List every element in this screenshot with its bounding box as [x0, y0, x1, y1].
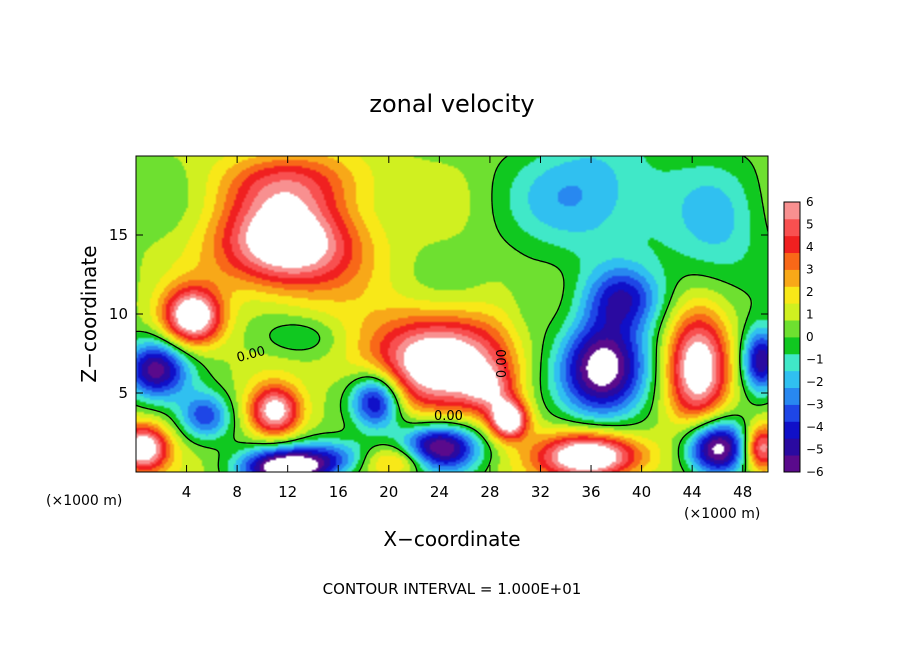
contour-label-2: 0.00 [434, 409, 463, 424]
colorbar-label-9: −3 [806, 398, 824, 412]
colorbar-swatch-7 [784, 337, 800, 355]
x-tick-label-32: 32 [531, 483, 550, 501]
colorbar-label-7: −1 [806, 353, 824, 367]
colorbar-swatch-14 [784, 218, 800, 237]
zero-contour-line [136, 156, 768, 472]
colorbar-label-12: −6 [806, 465, 824, 479]
colorbar-label-5: 1 [806, 308, 814, 322]
zero-contours [136, 156, 768, 472]
colorbar-swatch-9 [784, 303, 800, 321]
x-tick-label-40: 40 [632, 483, 651, 501]
contour-label-1: 0.00 [235, 344, 267, 366]
colorbar-swatch-0 [784, 455, 800, 473]
colorbar-swatch-6 [784, 353, 800, 372]
x-tick-label-24: 24 [430, 483, 449, 501]
colorbar-swatch-15 [784, 202, 800, 220]
x-tick-label-28: 28 [480, 483, 499, 501]
colorbar-swatch-12 [784, 252, 800, 270]
y-axis: 5 10 15 [109, 226, 768, 402]
chart-title: zonal velocity [369, 90, 534, 118]
contour-interval-note: CONTOUR INTERVAL = 1.000E+01 [323, 580, 582, 598]
colorbar-swatch-3 [784, 404, 800, 422]
colorbar-label-1: 5 [806, 218, 814, 232]
colorbar-swatch-1 [784, 438, 800, 456]
colorbar-label-0: 6 [806, 195, 814, 209]
colorbar-swatch-10 [784, 286, 800, 304]
colorbar-swatch-8 [784, 320, 800, 338]
colorbar: 6 5 4 3 2 1 0 −1 −2 −3 −4 −5 −6 [783, 195, 824, 479]
plot-area: 0.00 0.00 0.00 [135, 155, 769, 473]
velocity-field [136, 156, 768, 472]
x-tick-label-12: 12 [278, 483, 297, 501]
x-unit-right: (×1000 m) [684, 506, 760, 522]
y-tick-label-5: 5 [118, 384, 128, 402]
colorbar-frame [783, 201, 801, 473]
contour-label-3: 0.00 [495, 349, 510, 378]
y-axis-label: Z−coordinate [77, 245, 101, 382]
colorbar-label-10: −4 [806, 420, 824, 434]
colorbar-label-8: −2 [806, 375, 824, 389]
colorbar-swatch-2 [784, 421, 800, 439]
x-tick-label-48: 48 [733, 483, 752, 501]
x-tick-label-20: 20 [379, 483, 398, 501]
x-tick-label-36: 36 [581, 483, 600, 501]
x-axis-label: X−coordinate [383, 527, 520, 551]
x-unit-left: (×1000 m) [46, 493, 122, 509]
x-tick-label-44: 44 [683, 483, 702, 501]
colorbar-label-6: 0 [806, 330, 814, 344]
colorbar-label-11: −5 [806, 443, 824, 457]
colorbar-label-4: 2 [806, 285, 814, 299]
colorbar-label-3: 3 [806, 263, 814, 277]
colorbar-swatch-4 [784, 387, 800, 405]
x-tick-label-4: 4 [182, 483, 192, 501]
x-tick-label-16: 16 [329, 483, 348, 501]
colorbar-swatch-5 [784, 370, 800, 389]
colorbar-swatch-13 [784, 235, 800, 254]
colorbar-label-2: 4 [806, 240, 814, 254]
colorbar-swatch-11 [784, 269, 800, 287]
y-tick-label-10: 10 [109, 305, 128, 323]
y-tick-label-15: 15 [109, 226, 128, 244]
x-tick-label-8: 8 [232, 483, 242, 501]
x-axis: 4 8 12 16 20 24 28 32 36 40 44 48 [182, 156, 752, 501]
